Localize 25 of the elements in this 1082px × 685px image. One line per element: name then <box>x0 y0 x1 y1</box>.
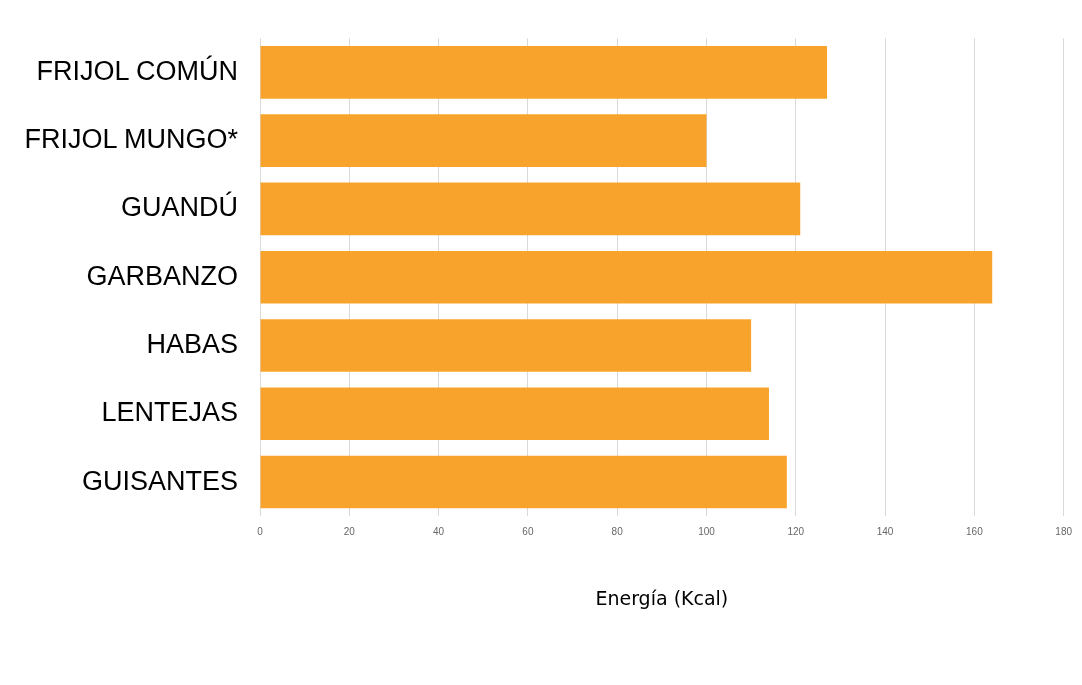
y-tick-label: GUANDÚ <box>120 191 238 223</box>
y-tick-label: LENTEJAS <box>101 397 238 428</box>
bar <box>260 46 828 99</box>
y-tick-label: GARBANZO <box>86 260 238 291</box>
bar <box>260 455 787 509</box>
y-tick-label: HABAS <box>146 328 238 359</box>
x-tick-label: 160 <box>966 525 984 537</box>
y-tick-label: GUISANTES <box>81 465 238 496</box>
x-tick-label: 100 <box>698 525 716 537</box>
bar <box>260 387 769 441</box>
x-axis-title: Energía (Kcal) <box>595 586 729 609</box>
y-tick-label: FRIJOL MUNGO* <box>24 124 239 155</box>
x-tick-label: 40 <box>433 525 445 537</box>
x-tick-label: 0 <box>257 525 264 537</box>
bar <box>260 250 993 304</box>
x-tick-label: 80 <box>611 525 624 537</box>
x-tick-label: 60 <box>522 525 534 537</box>
x-tick-label: 180 <box>1055 525 1073 537</box>
bar <box>260 114 707 167</box>
x-tick-label: 120 <box>787 525 805 537</box>
x-tick-label: 20 <box>343 525 356 537</box>
bar <box>260 182 801 236</box>
y-tick-label: FRIJOL COMÚN <box>36 54 238 86</box>
x-tick-label: 140 <box>876 525 894 537</box>
bar <box>260 319 752 372</box>
